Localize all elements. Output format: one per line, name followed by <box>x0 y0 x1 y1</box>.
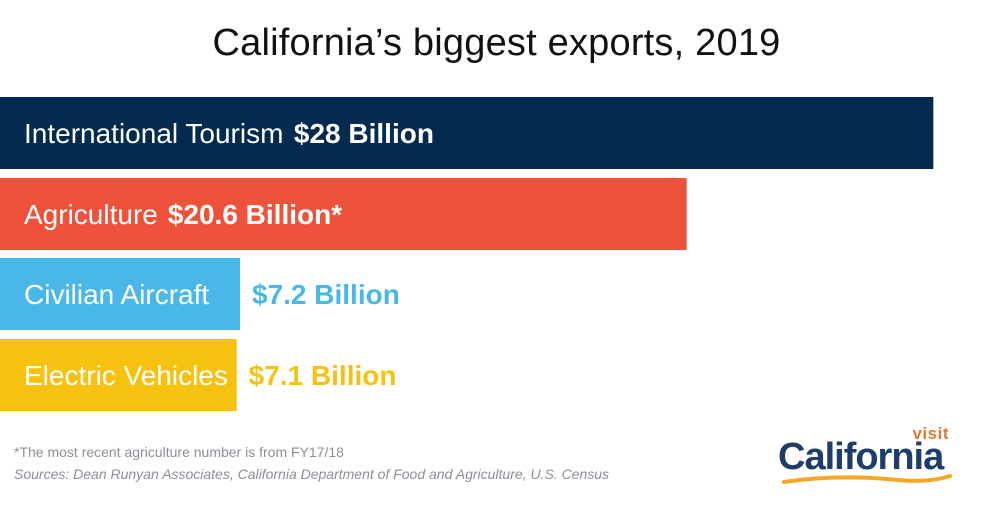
value-label-electric-vehicles: $7.1 Billion <box>249 360 397 391</box>
logo-california-text: California <box>778 436 944 478</box>
bar-agriculture <box>0 178 687 250</box>
logo-swoosh-icon <box>782 474 952 484</box>
bar-electric-vehicles <box>0 339 237 411</box>
bar-civilian-aircraft <box>0 258 240 330</box>
value-label-civilian-aircraft: $7.2 Billion <box>252 279 400 310</box>
sources-note: Sources: Dean Runyan Associates, Califor… <box>14 466 610 482</box>
category-label-agriculture: Agriculture <box>24 199 158 230</box>
visit-california-logo: visit California <box>778 424 953 490</box>
category-label-international-tourism: International Tourism <box>24 118 283 149</box>
category-label-civilian-aircraft: Civilian Aircraft <box>24 279 209 310</box>
bar-chart: International Tourism $28 Billion Agricult… <box>0 97 934 411</box>
logo-visit-text: visit <box>912 424 949 443</box>
category-label-electric-vehicles: Electric Vehicles <box>24 360 228 391</box>
value-label-international-tourism: $28 Billion <box>294 118 434 149</box>
chart-title: California’s biggest exports, 2019 <box>212 22 781 64</box>
value-label-agriculture: $20.6 Billion* <box>168 199 342 230</box>
footnote: *The most recent agriculture number is f… <box>14 444 344 460</box>
bar-international-tourism <box>0 97 934 169</box>
